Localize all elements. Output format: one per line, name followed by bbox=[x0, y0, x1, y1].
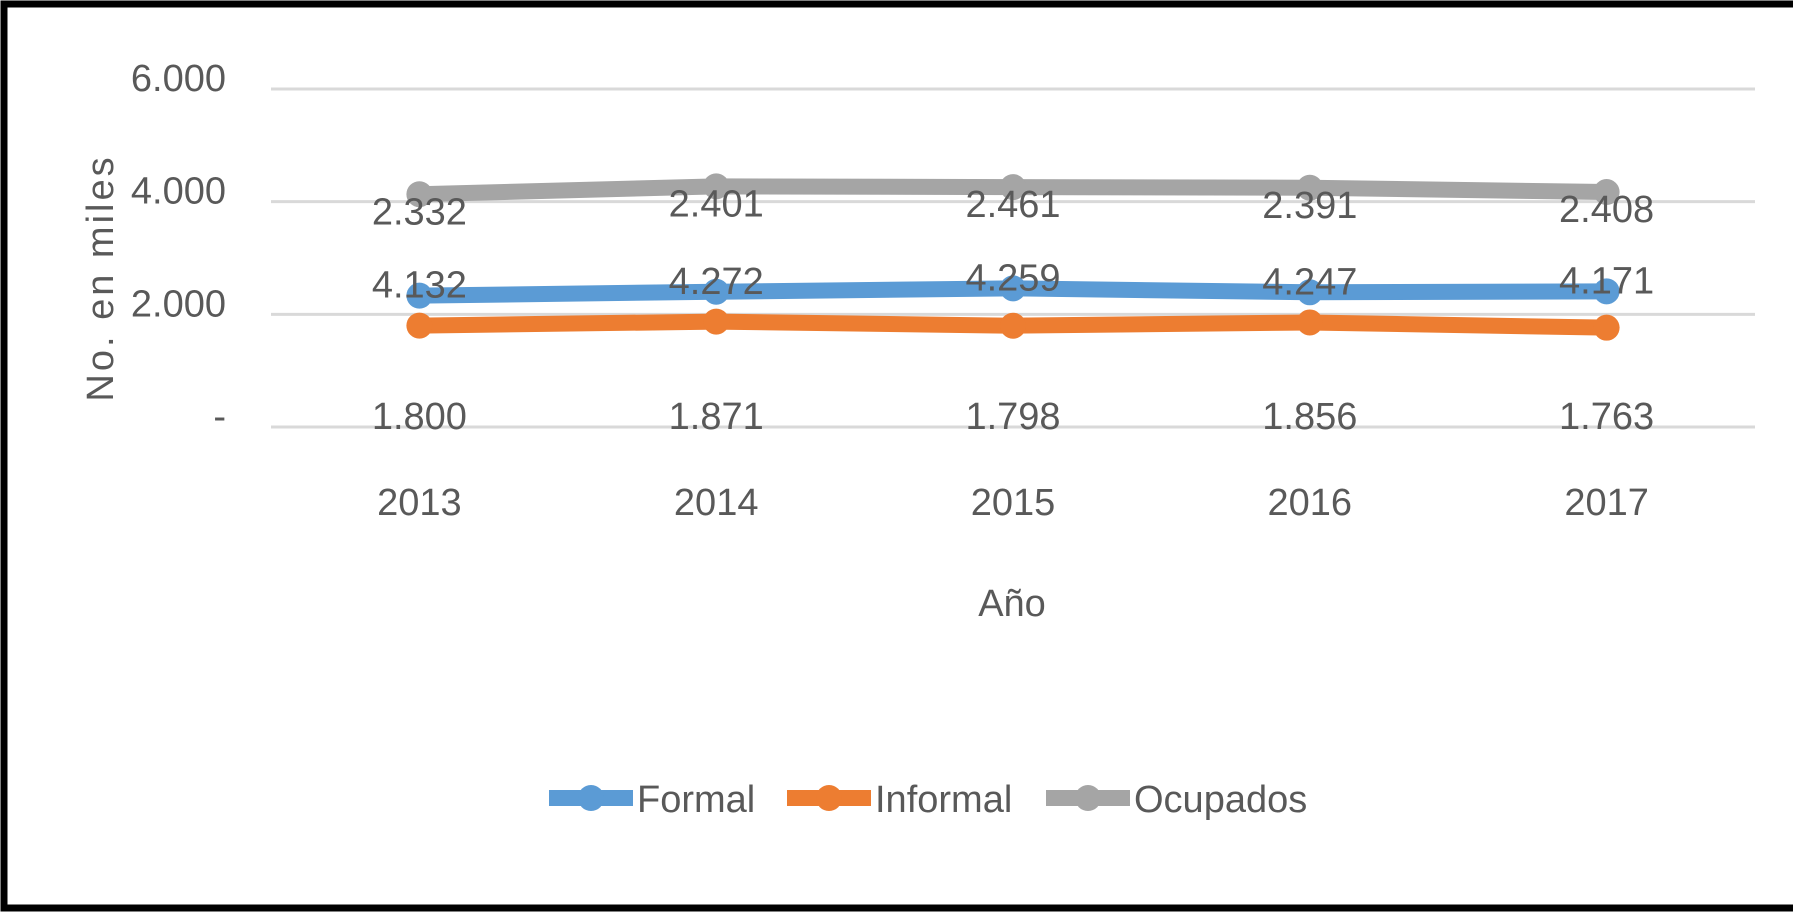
marker bbox=[406, 181, 433, 208]
data-label: 1.763 bbox=[1559, 396, 1654, 438]
marker bbox=[1593, 278, 1620, 305]
marker bbox=[1593, 314, 1620, 341]
x-axis-title: Año bbox=[978, 583, 1046, 625]
data-label: 4.259 bbox=[965, 257, 1060, 299]
marker bbox=[1296, 174, 1323, 201]
marker bbox=[1593, 179, 1620, 206]
marker bbox=[1000, 275, 1026, 302]
legend-label: Ocupados bbox=[1134, 779, 1307, 821]
x-tick-label: 2017 bbox=[1564, 482, 1649, 524]
y-tick-label: 4.000 bbox=[131, 171, 226, 213]
marker bbox=[1296, 279, 1323, 306]
marker bbox=[703, 278, 730, 305]
marker bbox=[406, 312, 433, 339]
y-axis-title: No. en miles bbox=[80, 154, 122, 401]
y-tick-label: - bbox=[213, 396, 226, 438]
marker bbox=[406, 282, 433, 309]
marker bbox=[703, 308, 730, 335]
data-label: 2.391 bbox=[1262, 185, 1357, 227]
data-label: 2.401 bbox=[669, 183, 764, 225]
data-label: 4.247 bbox=[1262, 261, 1357, 303]
x-tick-label: 2016 bbox=[1268, 482, 1353, 524]
legend-marker bbox=[1075, 785, 1101, 811]
data-label: 1.871 bbox=[669, 396, 764, 438]
data-label: 4.272 bbox=[669, 261, 764, 303]
legend-marker bbox=[578, 785, 604, 811]
data-label: 1.856 bbox=[1262, 396, 1357, 438]
y-tick-label: 6.000 bbox=[131, 58, 226, 100]
data-label: 2.332 bbox=[372, 191, 467, 233]
legend-marker bbox=[816, 785, 842, 811]
data-label: 2.461 bbox=[965, 184, 1060, 226]
marker bbox=[1296, 309, 1323, 336]
x-tick-label: 2015 bbox=[971, 482, 1056, 524]
x-tick-label: 2013 bbox=[377, 482, 462, 524]
data-label: 2.408 bbox=[1559, 189, 1654, 231]
legend-label: Informal bbox=[875, 779, 1012, 821]
x-tick-label: 2014 bbox=[674, 482, 759, 524]
y-tick-label: 2.000 bbox=[131, 283, 226, 325]
data-label: 4.132 bbox=[372, 265, 467, 307]
marker bbox=[703, 173, 730, 200]
data-label: 1.800 bbox=[372, 396, 467, 438]
legend-label: Formal bbox=[637, 779, 755, 821]
marker bbox=[1000, 174, 1026, 201]
data-label: 1.798 bbox=[965, 396, 1060, 438]
marker bbox=[1000, 312, 1026, 339]
data-label: 4.171 bbox=[1559, 260, 1654, 302]
